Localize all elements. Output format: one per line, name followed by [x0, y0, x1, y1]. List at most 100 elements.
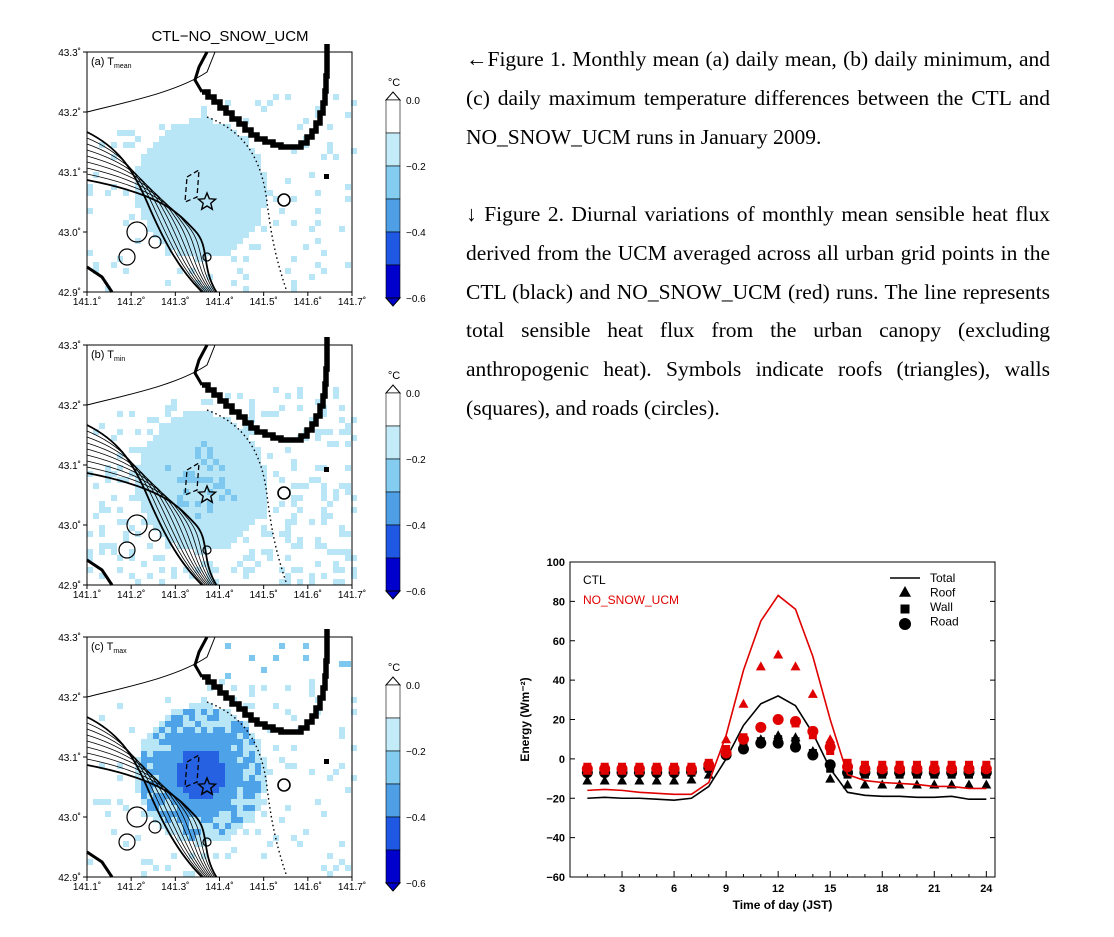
point-road	[581, 763, 593, 775]
lat-tick-label: 43.3˚	[58, 47, 81, 59]
point-road	[790, 715, 802, 727]
point-roof	[981, 779, 992, 789]
legend-symbol-label: Road	[930, 615, 959, 629]
point-roof	[842, 779, 853, 789]
lon-tick-label: 141.6˚	[294, 296, 322, 308]
x-tick-label: 24	[980, 883, 993, 895]
lon-tick-label: 141.5˚	[249, 881, 277, 893]
point-road	[963, 763, 975, 775]
point-roof	[617, 775, 628, 785]
point-roof	[859, 779, 870, 789]
point-road	[842, 761, 854, 773]
figure-1-caption: ←Figure 1. Monthly mean (a) daily mean, …	[466, 40, 1050, 156]
point-road	[755, 737, 767, 749]
chart-svg: −60 −40 −20 0 20 40 60 80 100 3 6 9 12 15 18 21 24 Time o…	[518, 557, 996, 912]
point-road	[807, 725, 819, 737]
x-tick-label: 21	[928, 883, 940, 895]
y-tick-label: −60	[546, 872, 565, 884]
lat-tick-label: 43.1˚	[58, 460, 81, 472]
y-tick-label: 80	[553, 596, 565, 608]
colorbar-unit: °C	[388, 77, 400, 89]
point-roof	[877, 779, 888, 789]
lon-tick-label: 141.3˚	[161, 589, 189, 601]
lat-tick-label: 43.1˚	[58, 167, 81, 179]
lon-tick-label: 141.1˚	[73, 589, 101, 601]
point-roof	[825, 773, 836, 783]
lat-tick-label: 43.2˚	[58, 400, 81, 412]
colorbar-tick-label: −0.2	[406, 162, 426, 173]
lat-tick-label: 43.3˚	[58, 340, 81, 352]
lon-tick-label: 141.2˚	[117, 296, 145, 308]
lon-tick-label: 141.1˚	[73, 296, 101, 308]
lon-tick-label: 141.6˚	[294, 589, 322, 601]
point-roof	[755, 661, 766, 671]
legend-symbol-label: Wall	[930, 600, 953, 614]
colorbar-unit: °C	[388, 662, 400, 674]
point-roof	[825, 734, 836, 744]
colorbar-tick-label: −0.4	[406, 228, 426, 239]
colorbar-unit: °C	[388, 370, 400, 382]
legend-roof-marker	[899, 586, 911, 597]
point-road	[685, 763, 697, 775]
colorbar-tick-label: −0.6	[406, 879, 426, 890]
map-panel: (a) Tmean 43.3˚ 43.2˚ 43.1˚ 43.0˚ 42.9˚ 141.1˚…	[0, 42, 460, 332]
lat-tick-label: 43.0˚	[58, 520, 81, 532]
point-roof	[738, 698, 749, 708]
point-road	[633, 763, 645, 775]
colorbar-tick-label: −0.6	[406, 587, 426, 598]
point-road	[876, 763, 888, 775]
lon-tick-label: 141.1˚	[73, 881, 101, 893]
legend-symbol-label: Roof	[930, 586, 956, 600]
legend-run-no-snow-ucm: NO_SNOW_UCM	[583, 593, 679, 607]
point-road	[859, 763, 871, 775]
point-road	[911, 763, 923, 775]
point-roof	[669, 775, 680, 785]
point-roof	[790, 661, 801, 671]
legend-wall-marker	[900, 604, 910, 614]
map-panel-label: (a) Tmean	[91, 56, 132, 70]
point-road	[651, 763, 663, 775]
figure-2-caption-text: ↓ Figure 2. Diurnal variations of monthl…	[466, 202, 1050, 420]
map-panel-label: (b) Tmin	[91, 349, 125, 363]
x-tick-label: 12	[772, 883, 784, 895]
lon-tick-label: 141.7˚	[338, 589, 366, 601]
lon-tick-label: 141.7˚	[338, 881, 366, 893]
lat-tick-label: 43.1˚	[58, 752, 81, 764]
lat-tick-label: 43.3˚	[58, 632, 81, 644]
y-tick-label: 40	[553, 675, 565, 687]
point-road	[790, 741, 802, 753]
point-road	[668, 763, 680, 775]
map-svg: (a) Tmean 43.3˚ 43.2˚ 43.1˚ 43.0˚ 42.9˚141.1˚…	[58, 44, 426, 308]
map-panel-label: (c) Tmax	[91, 641, 127, 655]
x-tick-label: 18	[876, 883, 888, 895]
series-line-ctl	[587, 694, 987, 802]
lon-tick-label: 141.5˚	[249, 589, 277, 601]
figure-1-caption-text: ←Figure 1. Monthly mean (a) daily mean, …	[466, 47, 1050, 149]
x-tick-label: 6	[671, 883, 677, 895]
colorbar-tick-label: 0.0	[406, 389, 420, 400]
colorbar-tick-label: 0.0	[406, 96, 420, 107]
heat-flux-chart: −60 −40 −20 0 20 40 60 80 100 3 6 9 12 15 18 21 24 Time o…	[515, 550, 1000, 920]
point-roof	[773, 649, 784, 659]
lat-tick-label: 43.0˚	[58, 812, 81, 824]
point-road	[616, 763, 628, 775]
point-road	[772, 714, 784, 725]
point-wall	[791, 737, 800, 746]
lon-tick-label: 141.4˚	[205, 881, 233, 893]
lat-tick-label: 42.9˚	[58, 287, 81, 299]
colorbar-tick-label: −0.4	[406, 813, 426, 824]
colorbar-tick-label: −0.2	[406, 455, 426, 466]
point-roof	[651, 775, 662, 785]
point-road	[703, 759, 715, 771]
map-panel: (c) Tmax 43.3˚ 43.2˚ 43.1˚ 43.0˚ 42.9˚ 141.1˚ 1…	[0, 627, 460, 917]
point-road	[599, 763, 611, 775]
point-roof	[963, 779, 974, 789]
lon-tick-label: 141.4˚	[205, 589, 233, 601]
point-road	[928, 763, 940, 775]
point-roof	[634, 775, 645, 785]
lon-tick-label: 141.6˚	[294, 881, 322, 893]
colorbar-tick-label: 0.0	[406, 681, 420, 692]
legend-road-marker	[899, 618, 911, 630]
lon-tick-label: 141.7˚	[338, 296, 366, 308]
lat-tick-label: 42.9˚	[58, 580, 81, 592]
